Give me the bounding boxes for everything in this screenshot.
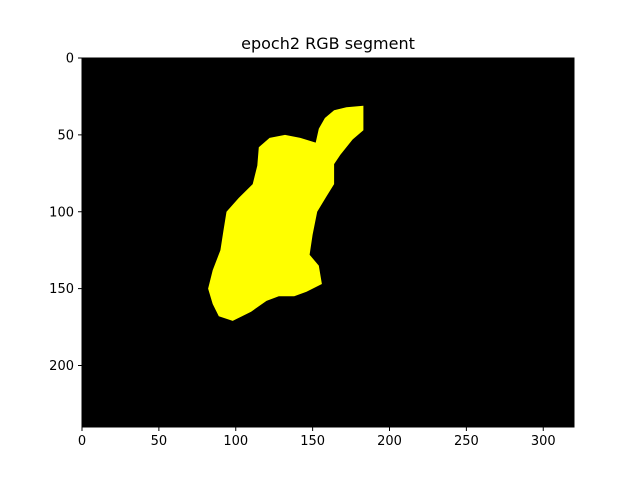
y-tick-label: 200 — [49, 359, 74, 374]
x-tick-label: 250 — [454, 434, 479, 449]
x-tick-label: 0 — [78, 434, 86, 449]
x-tick-label: 200 — [377, 434, 402, 449]
axes-frame — [81, 57, 575, 428]
x-axis: 0 50 100 150 200 250 300 — [78, 427, 556, 449]
x-tick-label: 100 — [223, 434, 248, 449]
y-tick-label: 0 — [66, 52, 74, 67]
x-tick-label: 300 — [531, 434, 556, 449]
y-tick-label: 50 — [57, 128, 74, 143]
chart-title: epoch2 RGB segment — [241, 34, 415, 53]
x-tick-label: 150 — [300, 434, 325, 449]
segment-region — [208, 105, 364, 321]
image-background — [82, 58, 574, 427]
y-axis: 0 50 100 150 200 — [49, 52, 82, 374]
plot-area — [81, 57, 575, 428]
y-tick-label: 150 — [49, 282, 74, 297]
x-tick-label: 50 — [151, 434, 168, 449]
y-tick-label: 100 — [49, 205, 74, 220]
